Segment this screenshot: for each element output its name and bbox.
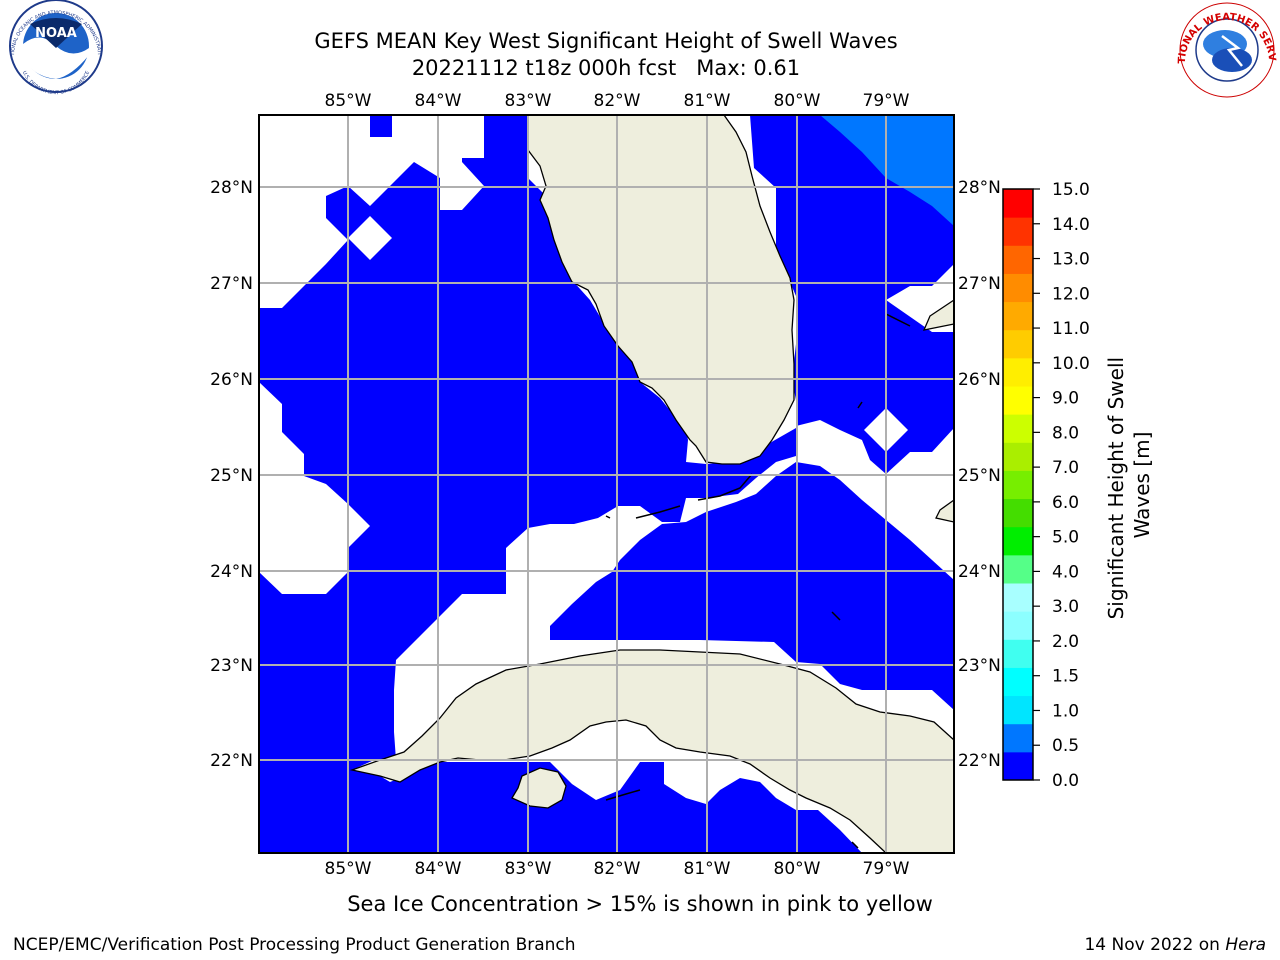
colorbar-swatch	[1003, 245, 1033, 274]
lon-labels-bottom: 85°W 84°W 83°W 82°W 81°W 80°W 79°W	[325, 859, 910, 879]
land-florida	[527, 115, 795, 465]
mask-island-west	[348, 216, 392, 260]
colorbar-tick-label: 4.0	[1052, 562, 1079, 582]
swell-field-straits	[550, 462, 954, 710]
colorbar-swatch	[1003, 273, 1033, 303]
colorbar-swatch	[1003, 189, 1033, 218]
colorbar-swatch	[1003, 526, 1033, 556]
colorbar-tick-label: 3.0	[1052, 597, 1079, 617]
lat-label-right: 24°N	[958, 562, 1001, 582]
lat-label-left: 25°N	[210, 466, 253, 486]
swell-field-east	[750, 115, 954, 690]
colorbar-swatch	[1003, 639, 1033, 668]
footer-right: 14 Nov 2022 on Hera	[1084, 935, 1266, 955]
land-cuba	[349, 649, 954, 853]
colorbar-tick-label: 14.0	[1052, 215, 1090, 235]
map-panel	[259, 115, 954, 853]
colorbar-swatch	[1003, 554, 1033, 584]
title-line-1: GEFS MEAN Key West Significant Height of…	[314, 29, 897, 53]
lat-label-right: 22°N	[958, 751, 1001, 771]
title-line-2: 20221112 t18z 000h fcst Max: 0.61	[412, 56, 800, 80]
colorbar-tick-label: 2.0	[1052, 632, 1079, 652]
noaa-logo: NOAA NATIONAL OCEANIC AND ATMOSPHERIC AD…	[0, 0, 103, 96]
lon-label-top: 79°W	[863, 91, 910, 111]
colorbar-tick-label: 11.0	[1052, 319, 1090, 339]
lon-label-bottom: 80°W	[774, 859, 821, 879]
land-bahamas	[922, 299, 954, 523]
colorbar-tick-label: 13.0	[1052, 250, 1090, 270]
lat-label-left: 26°N	[210, 370, 253, 390]
lon-label-bottom: 79°W	[863, 859, 910, 879]
colorbar-tick-label: 0.0	[1052, 771, 1079, 791]
colorbar-swatch	[1003, 583, 1033, 612]
lat-label-left: 28°N	[210, 178, 253, 198]
lon-label-bottom: 83°W	[505, 859, 552, 879]
lat-label-left: 23°N	[210, 656, 253, 676]
colorbar-tick-label: 9.0	[1052, 389, 1079, 409]
lat-label-right: 28°N	[958, 178, 1001, 198]
footer-machine: Hera	[1225, 935, 1266, 955]
colorbar-swatches	[1003, 189, 1033, 781]
lon-label-top: 84°W	[415, 91, 462, 111]
lon-labels-top: 85°W 84°W 83°W 82°W 81°W 80°W 79°W	[325, 91, 910, 111]
lat-labels-right: 28°N 27°N 26°N 25°N 24°N 23°N 22°N	[958, 178, 1001, 771]
lon-label-top: 80°W	[774, 91, 821, 111]
colorbar-swatch	[1003, 470, 1033, 500]
colorbar-swatch	[1003, 611, 1033, 640]
lon-label-bottom: 85°W	[325, 859, 372, 879]
sea-ice-note: Sea Ice Concentration > 15% is shown in …	[347, 892, 933, 916]
colorbar-swatch	[1003, 414, 1033, 443]
colorbar-swatch	[1003, 329, 1033, 359]
colorbar-swatch	[1003, 667, 1033, 697]
colorbar-swatch	[1003, 386, 1033, 415]
colorbar-tick-label: 7.0	[1052, 458, 1079, 478]
colorbar-swatch	[1003, 723, 1033, 753]
colorbar-tick-label: 15.0	[1052, 180, 1090, 200]
coast-keys	[605, 313, 911, 849]
noaa-logo-text: NOAA	[35, 26, 77, 41]
colorbar-tick-label: 0.5	[1052, 736, 1079, 756]
lon-label-bottom: 84°W	[415, 859, 462, 879]
colorbar-tick-label: 8.0	[1052, 423, 1079, 443]
lat-label-left: 27°N	[210, 274, 253, 294]
lat-label-right: 23°N	[958, 656, 1001, 676]
map-frame	[258, 114, 955, 854]
colorbar-ticks: 0.0 0.5 1.0 1.5 2.0 3.0 4.0 5.0 6.0 7.0 8.0 9.0 10.0…	[1033, 180, 1090, 791]
colorbar: 0.0 0.5 1.0 1.5 2.0 3.0 4.0 5.0 6.0 7.0 8.0 9.0 10.0…	[1002, 180, 1154, 791]
lat-label-left: 24°N	[210, 562, 253, 582]
footer-left: NCEP/EMC/Verification Post Processing Pr…	[13, 935, 576, 955]
colorbar-label: Significant Height of Swell Waves [m]	[1104, 351, 1154, 620]
colorbar-tick-label: 10.0	[1052, 354, 1090, 374]
colorbar-tick-label: 1.0	[1052, 701, 1079, 721]
colorbar-tick-label: 5.0	[1052, 528, 1079, 548]
lon-label-top: 81°W	[684, 91, 731, 111]
colorbar-tick-label: 1.5	[1052, 667, 1079, 687]
graticule	[259, 115, 954, 853]
colorbar-swatch	[1003, 442, 1033, 471]
colorbar-swatch	[1003, 217, 1033, 246]
colorbar-swatch	[1003, 301, 1033, 331]
lon-label-bottom: 81°W	[684, 859, 731, 879]
lon-label-top: 83°W	[505, 91, 552, 111]
lat-label-right: 27°N	[958, 274, 1001, 294]
land-isla-juventud	[511, 767, 567, 809]
lon-label-bottom: 82°W	[594, 859, 641, 879]
colorbar-swatch	[1003, 357, 1033, 387]
colorbar-swatch	[1003, 498, 1033, 528]
lat-labels-left: 28°N 27°N 26°N 25°N 24°N 23°N 22°N	[210, 178, 253, 771]
colorbar-tick-label: 6.0	[1052, 493, 1079, 513]
colorbar-swatch	[1003, 695, 1033, 725]
colorbar-tick-label: 12.0	[1052, 284, 1090, 304]
colorbar-frame	[1002, 188, 1034, 781]
lat-label-right: 25°N	[958, 466, 1001, 486]
lat-label-left: 22°N	[210, 751, 253, 771]
lon-label-top: 85°W	[325, 91, 372, 111]
footer-date: 14 Nov 2022 on	[1084, 935, 1225, 955]
colorbar-swatch	[1003, 751, 1033, 781]
swell-field-main	[259, 158, 862, 853]
lon-label-top: 82°W	[594, 91, 641, 111]
lat-label-right: 26°N	[958, 370, 1001, 390]
